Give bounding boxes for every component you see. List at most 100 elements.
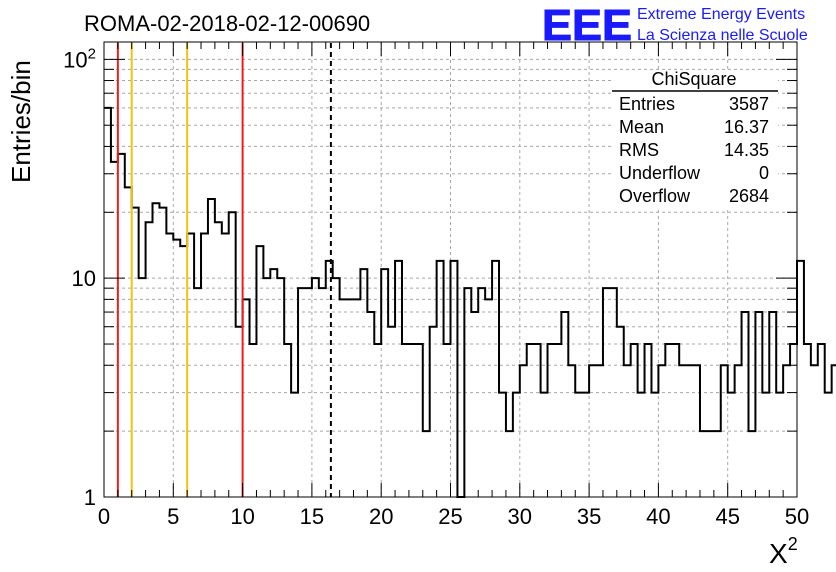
x-tick-label: 15 (300, 504, 324, 529)
histogram-bin (132, 208, 139, 497)
histogram-bin (762, 393, 769, 497)
x-tick-label: 30 (508, 504, 532, 529)
histogram-bin (776, 393, 783, 497)
x-tick-label: 20 (369, 504, 393, 529)
histogram-bin (520, 365, 527, 497)
histogram-bin (735, 365, 742, 497)
stats-row-value: 14.35 (724, 140, 769, 160)
histogram-bin (402, 344, 409, 497)
histogram-bin (527, 344, 534, 497)
stats-row-label: Underflow (619, 163, 701, 183)
histogram-bin (575, 393, 582, 497)
stats-row-value: 0 (759, 163, 769, 183)
histogram-bin (513, 393, 520, 497)
histogram-bin (430, 327, 437, 497)
histogram-bin (104, 108, 111, 497)
y-tick-label: 1 (84, 485, 96, 510)
histogram-bin (367, 312, 374, 497)
histogram-bin (243, 299, 250, 497)
stats-row-value: 3587 (729, 94, 769, 114)
axis-ticks (103, 42, 798, 498)
stats-row-value: 2684 (729, 186, 769, 206)
histogram-bin (118, 154, 125, 497)
histogram-bin (173, 240, 180, 497)
histogram-bin (277, 278, 284, 497)
histogram-bin (139, 278, 146, 497)
histogram-bin (534, 344, 541, 497)
histogram-bin (610, 288, 617, 497)
stats-row-label: Entries (619, 94, 675, 114)
x-tick-labels: 0 5 10 15 20 25 30 35 40 45 50 (98, 504, 809, 529)
y-tick-label: 102 (63, 45, 96, 72)
histogram-bin (506, 431, 513, 497)
histogram-bin (153, 203, 160, 497)
histogram-outline (104, 106, 836, 498)
x-axis-title-base: X (769, 538, 788, 569)
histogram-bin (721, 365, 728, 497)
eee-logo: EEE Extreme Energy Events La Scienza nel… (542, 1, 808, 51)
y-tick-label: 10 (72, 266, 96, 291)
histogram-bin (444, 344, 451, 497)
histogram-bin (347, 299, 354, 497)
histogram-bin (832, 365, 836, 497)
histogram-bin (305, 288, 312, 497)
histogram-bin (125, 187, 132, 497)
histogram-bin (693, 365, 700, 497)
histogram-bin (159, 208, 166, 497)
histogram-bin (686, 365, 693, 497)
histogram-bin (617, 327, 624, 497)
histogram-bin (166, 233, 173, 497)
x-tick-label: 50 (785, 504, 809, 529)
histogram-bin (707, 431, 714, 497)
histogram-bin (437, 261, 444, 497)
histogram-bin (451, 261, 458, 497)
histogram-bin (423, 431, 430, 497)
histogram-bin (665, 344, 672, 497)
stats-box: ChiSquare Entries 3587 Mean 16.37 RMS 14.35 Un… (612, 69, 778, 209)
histogram-bin (700, 431, 707, 497)
histogram-bin (146, 222, 153, 497)
stats-row-label: Mean (619, 117, 664, 137)
histogram-bin (541, 393, 548, 497)
histogram-bin (499, 393, 506, 497)
histogram-bin (631, 344, 638, 497)
histogram-bin (270, 269, 277, 497)
histogram-bin (811, 365, 818, 497)
x-tick-label: 40 (646, 504, 670, 529)
histogram-bin (187, 233, 194, 497)
reference-lines (116, 43, 332, 497)
histogram-bin (478, 288, 485, 497)
histogram-bin (638, 393, 645, 497)
histogram-bin (333, 278, 340, 497)
histogram-bin (353, 299, 360, 497)
histogram-bin (374, 344, 381, 497)
histogram-bin (471, 312, 478, 497)
histogram-bin (250, 344, 257, 497)
histogram-bin (714, 431, 721, 497)
histogram-bin (256, 246, 263, 497)
histogram-bin (215, 222, 222, 497)
histogram-bin (360, 269, 367, 497)
eee-logo-line1: Extreme Energy Events (637, 6, 805, 23)
histogram-bin (492, 261, 499, 497)
histogram-bin (748, 431, 755, 497)
x-tick-label: 45 (715, 504, 739, 529)
histogram-bin (728, 393, 735, 497)
histogram-bin (395, 261, 402, 497)
histogram-bin (464, 288, 471, 497)
histogram-bin (388, 327, 395, 497)
histogram-bin (312, 278, 319, 497)
histogram-bin (624, 365, 631, 497)
histogram-series (104, 106, 836, 498)
histogram-bin (825, 393, 832, 497)
histogram-bin (180, 246, 187, 497)
histogram-bin (818, 344, 825, 497)
histogram-bin (284, 344, 291, 497)
y-axis-title: Entries/bin (6, 60, 36, 183)
x-tick-label: 25 (438, 504, 462, 529)
histogram-bin (416, 344, 423, 497)
stats-box-rows: Entries 3587 Mean 16.37 RMS 14.35 Underflow 0 Ov… (619, 94, 769, 206)
stats-box-background (612, 70, 778, 209)
x-tick-label: 10 (230, 504, 254, 529)
